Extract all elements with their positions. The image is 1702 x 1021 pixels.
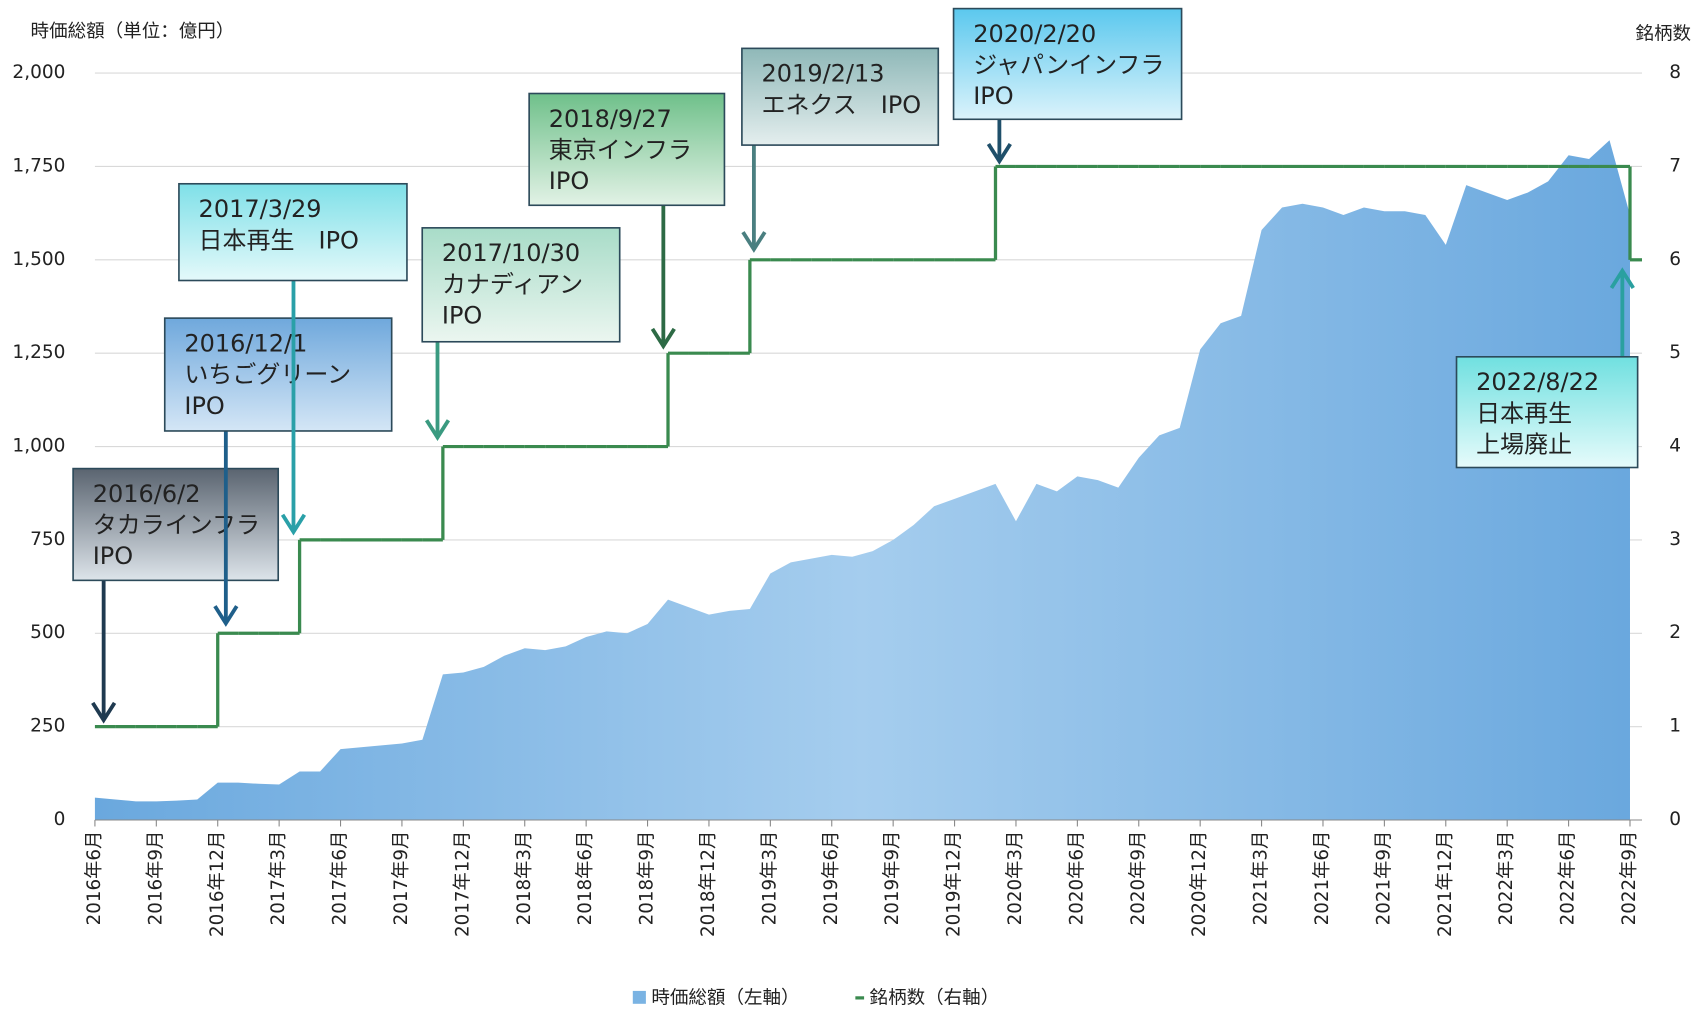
y2-tick-label: 8 — [1669, 62, 1681, 83]
x-tick-label: 2018年9月 — [636, 831, 657, 926]
annotation-text: IPO — [442, 302, 482, 330]
x-tick-label: 2017年3月 — [268, 831, 289, 926]
annotation-text: IPO — [549, 167, 589, 195]
annotation-box — [528, 92, 726, 207]
x-tick-label: 2018年12月 — [698, 831, 719, 937]
annotation-text: 2016/12/1 — [184, 330, 307, 358]
legend-swatch — [632, 990, 646, 1004]
y2-tick-label: 1 — [1669, 716, 1681, 737]
x-tick-label: 2020年3月 — [1005, 831, 1026, 926]
x-tick-label: 2022年6月 — [1558, 831, 1579, 926]
y2-tick-label: 7 — [1669, 156, 1681, 177]
x-tick-label: 2019年3月 — [759, 831, 780, 926]
legend-swatch — [855, 996, 865, 1000]
x-tick-label: 2022年3月 — [1496, 831, 1517, 926]
x-tick-label: 2019年12月 — [943, 831, 964, 937]
y2-tick-label: 6 — [1669, 249, 1681, 270]
area — [94, 140, 1630, 821]
y2-tick-label: 0 — [1669, 809, 1681, 830]
annotation-box — [741, 47, 940, 146]
arrow-head — [741, 231, 767, 253]
x-tick-label: 2018年6月 — [575, 831, 596, 926]
y2-tick-label: 3 — [1669, 529, 1681, 550]
annotation-box — [163, 317, 393, 432]
y-tick-label: 2,000 — [12, 62, 65, 83]
annotation-text: ジャパンインフラ — [973, 51, 1164, 79]
y2-axis-label: 銘柄数 — [1635, 23, 1691, 44]
annotation-text: カナディアン — [442, 270, 583, 298]
x-tick-label: 2022年9月 — [1619, 831, 1640, 926]
x-tick-label: 2021年9月 — [1373, 831, 1394, 926]
x-tick-label: 2019年9月 — [882, 831, 903, 926]
annotation-text: 2016/6/2 — [93, 480, 201, 508]
arrow-head — [1609, 267, 1635, 290]
y-tick-label: 1,500 — [12, 249, 65, 270]
x-tick-label: 2017年12月 — [452, 831, 473, 937]
annotation-box — [421, 227, 621, 343]
arrow-head — [213, 605, 239, 627]
annotation-text: エネクス IPO — [762, 91, 922, 119]
annotation-text: 2022/8/22 — [1476, 368, 1599, 396]
annotation-text: 2017/10/30 — [442, 239, 580, 267]
x-tick-label: 2019年6月 — [821, 831, 842, 926]
y-axis-label: 時価総額（単位：億円） — [31, 21, 235, 42]
y-tick-label: 1,250 — [12, 342, 65, 363]
x-tick-label: 2021年6月 — [1312, 831, 1333, 926]
legend-label: 銘柄数（右軸） — [870, 988, 1000, 1009]
y-tick-label: 500 — [30, 622, 65, 643]
x-tick-label: 2021年12月 — [1435, 831, 1456, 937]
arrow-head — [650, 327, 676, 350]
x-tick-label: 2017年9月 — [391, 831, 412, 926]
annotation-text: 2020/2/20 — [973, 20, 1096, 48]
x-tick-label: 2016年6月 — [84, 831, 105, 926]
annotation-text: 2017/3/29 — [199, 195, 322, 223]
arrow-head — [424, 419, 451, 441]
annotation-text: 東京インフラ — [549, 136, 692, 164]
annotation-text: IPO — [93, 542, 133, 570]
annotation-text: 2018/9/27 — [549, 105, 672, 133]
y-tick-label: 1,000 — [12, 436, 65, 457]
annotation-text: IPO — [973, 82, 1013, 110]
x-tick-label: 2020年12月 — [1189, 831, 1210, 937]
x-tick-label: 2021年3月 — [1250, 831, 1271, 926]
annotation-text: いちごグリーン — [184, 361, 351, 389]
x-tick-label: 2020年9月 — [1128, 831, 1149, 926]
y-tick-label: 0 — [54, 809, 66, 830]
arrow-head — [986, 143, 1012, 165]
x-tick-label: 2016年12月 — [207, 831, 228, 937]
annotation-text: 日本再生 IPO — [199, 226, 359, 254]
annotation-box — [178, 182, 408, 282]
x-tick-label: 2018年3月 — [514, 831, 535, 926]
arrow-head — [91, 701, 117, 724]
x-tick-label: 2016年9月 — [145, 831, 166, 926]
annotation-text: タカラインフラ — [93, 511, 260, 539]
x-tick-label: 2017年6月 — [329, 831, 350, 926]
annotation-box — [72, 467, 280, 582]
annotation-text: 2019/2/13 — [762, 60, 885, 88]
annotation-box — [952, 7, 1183, 121]
annotation-text: 日本再生 — [1476, 399, 1572, 427]
y-tick-label: 750 — [30, 529, 65, 550]
y2-tick-label: 2 — [1669, 622, 1681, 643]
annotation-box — [1455, 356, 1639, 469]
y-tick-label: 250 — [30, 716, 65, 737]
arrow-head — [280, 513, 307, 536]
y-tick-label: 1,750 — [12, 156, 65, 177]
y2-tick-label: 4 — [1669, 436, 1681, 457]
legend-label: 時価総額（左軸） — [651, 988, 799, 1009]
x-tick-label: 2020年6月 — [1066, 831, 1087, 926]
y2-tick-label: 5 — [1669, 342, 1681, 363]
annotation-text: 上場廃止 — [1476, 431, 1572, 459]
annotation-text: IPO — [184, 392, 224, 420]
